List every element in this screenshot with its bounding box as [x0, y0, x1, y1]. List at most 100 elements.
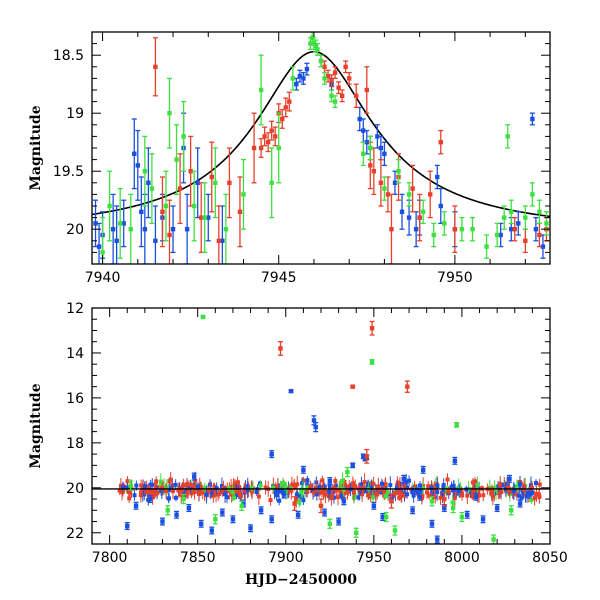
- data-point: [464, 510, 470, 519]
- data-point: [276, 112, 282, 184]
- data-point: [258, 138, 264, 158]
- data-point: [526, 490, 532, 499]
- data-point: [205, 193, 211, 242]
- data-point: [392, 525, 398, 536]
- data-point: [269, 120, 275, 141]
- data-point: [107, 170, 113, 242]
- data-point: [484, 234, 490, 259]
- bottom-data-layer: [92, 314, 550, 544]
- baseline-point: [329, 492, 334, 500]
- baseline-point: [533, 479, 538, 488]
- baseline-point: [271, 483, 276, 493]
- baseline-point: [475, 476, 480, 494]
- baseline-point: [532, 490, 537, 506]
- data-point: [536, 222, 542, 248]
- baseline-point: [353, 479, 358, 493]
- data-point: [152, 205, 158, 264]
- data-point: [452, 456, 458, 465]
- data-point: [543, 211, 549, 236]
- y-tick-label: 16: [66, 391, 84, 407]
- baseline-point: [286, 483, 291, 498]
- baseline-point: [164, 482, 169, 500]
- data-point: [265, 132, 271, 153]
- baseline-point: [481, 489, 486, 502]
- baseline-point: [470, 493, 475, 500]
- data-point: [491, 534, 497, 544]
- data-point: [508, 199, 514, 225]
- y-tick-label: 18.5: [53, 48, 84, 64]
- data-point: [381, 176, 387, 201]
- data-point: [131, 118, 137, 190]
- data-point: [401, 474, 407, 483]
- data-point: [501, 205, 507, 230]
- baseline-point: [379, 478, 384, 490]
- series-2: [100, 32, 549, 264]
- data-point: [147, 495, 153, 504]
- baseline-point: [117, 486, 122, 496]
- series-0: [124, 388, 532, 544]
- data-point: [536, 199, 542, 225]
- data-point: [117, 187, 123, 259]
- x-tick-label: 8050: [532, 550, 568, 566]
- data-point: [350, 462, 356, 469]
- baseline-point: [370, 491, 375, 504]
- data-point: [159, 517, 165, 526]
- data-point: [248, 524, 254, 533]
- baseline-point: [167, 477, 172, 485]
- x-tick-label: 7850: [180, 550, 216, 566]
- data-point: [292, 496, 298, 511]
- data-point: [454, 421, 460, 428]
- data-point: [371, 147, 377, 196]
- data-point: [459, 511, 465, 523]
- baseline-point: [299, 486, 304, 498]
- baseline-point: [173, 494, 178, 502]
- data-point: [404, 380, 410, 393]
- data-point: [128, 193, 134, 264]
- data-point: [322, 508, 328, 517]
- baseline-point: [200, 485, 205, 500]
- data-point: [279, 109, 285, 129]
- data-point: [336, 81, 342, 95]
- data-point: [506, 474, 512, 483]
- baseline-point: [256, 487, 261, 506]
- data-point: [369, 359, 375, 365]
- baseline-point: [297, 497, 302, 508]
- data-point: [272, 126, 278, 147]
- baseline-point: [250, 484, 255, 492]
- baseline-point: [188, 481, 193, 488]
- data-point: [226, 147, 232, 219]
- data-point: [286, 91, 292, 112]
- baseline-point: [500, 482, 505, 489]
- data-point: [167, 77, 173, 149]
- data-point: [219, 508, 225, 517]
- data-point: [469, 216, 475, 242]
- baseline-point: [407, 475, 412, 487]
- data-point: [378, 135, 384, 161]
- baseline-point: [402, 492, 407, 499]
- data-point: [258, 54, 264, 126]
- data-point: [420, 199, 426, 225]
- baseline-point: [305, 475, 310, 485]
- data-point: [295, 510, 301, 519]
- top-data-layer: [92, 32, 550, 264]
- data-point: [191, 472, 197, 481]
- baseline-point: [238, 491, 243, 500]
- data-point: [269, 515, 275, 524]
- baseline-point: [356, 494, 361, 501]
- data-point: [165, 505, 171, 516]
- model-curve: [92, 50, 550, 218]
- top-panel: 7940 7945 7950 18.5 19 19.5 20 Magnitude: [28, 31, 551, 286]
- baseline-point: [312, 489, 317, 498]
- baseline-point: [317, 483, 322, 492]
- baseline-point: [308, 480, 313, 494]
- data-point: [388, 493, 394, 509]
- baseline-point: [399, 485, 404, 503]
- data-point: [339, 89, 345, 103]
- baseline-point: [522, 481, 527, 499]
- data-point: [533, 216, 539, 242]
- baseline-point: [537, 490, 542, 504]
- data-point: [200, 314, 206, 320]
- data-point: [473, 492, 479, 501]
- baseline-point: [388, 476, 393, 494]
- baseline-point: [414, 484, 419, 496]
